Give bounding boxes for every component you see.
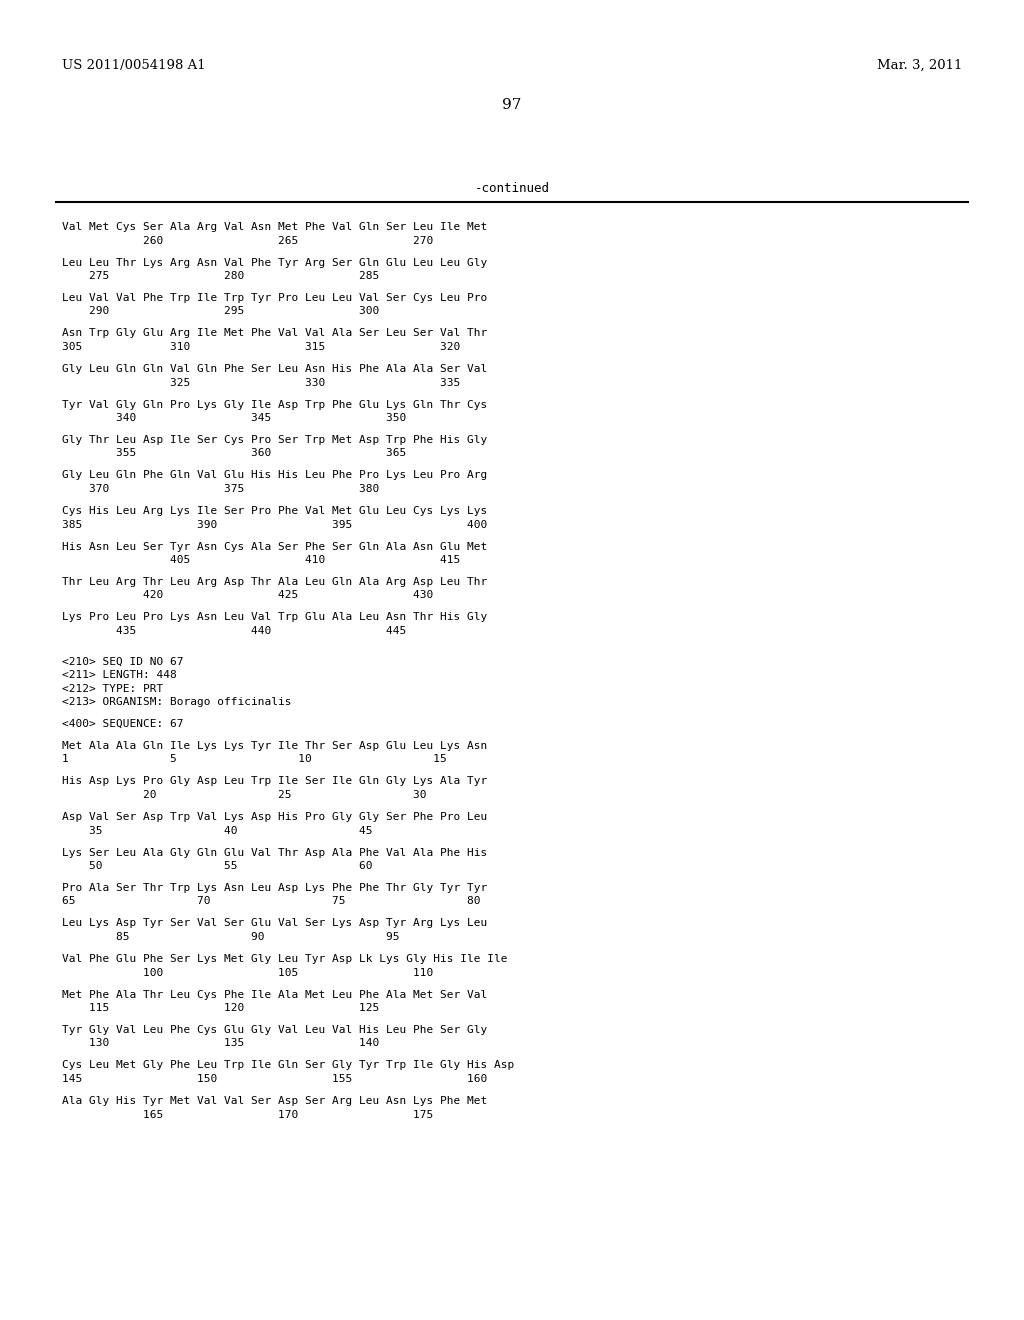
Text: Mar. 3, 2011: Mar. 3, 2011: [877, 58, 962, 71]
Text: His Asp Lys Pro Gly Asp Leu Trp Ile Ser Ile Gln Gly Lys Ala Tyr: His Asp Lys Pro Gly Asp Leu Trp Ile Ser …: [62, 776, 487, 787]
Text: Met Phe Ala Thr Leu Cys Phe Ile Ala Met Leu Phe Ala Met Ser Val: Met Phe Ala Thr Leu Cys Phe Ile Ala Met …: [62, 990, 487, 999]
Text: 405                 410                 415: 405 410 415: [62, 554, 460, 565]
Text: Leu Lys Asp Tyr Ser Val Ser Glu Val Ser Lys Asp Tyr Arg Lys Leu: Leu Lys Asp Tyr Ser Val Ser Glu Val Ser …: [62, 919, 487, 928]
Text: <212> TYPE: PRT: <212> TYPE: PRT: [62, 684, 163, 693]
Text: Gly Thr Leu Asp Ile Ser Cys Pro Ser Trp Met Asp Trp Phe His Gly: Gly Thr Leu Asp Ile Ser Cys Pro Ser Trp …: [62, 436, 487, 445]
Text: Ala Gly His Tyr Met Val Val Ser Asp Ser Arg Leu Asn Lys Phe Met: Ala Gly His Tyr Met Val Val Ser Asp Ser …: [62, 1096, 487, 1106]
Text: 290                 295                 300: 290 295 300: [62, 306, 379, 317]
Text: <211> LENGTH: 448: <211> LENGTH: 448: [62, 671, 177, 680]
Text: Asn Trp Gly Glu Arg Ile Met Phe Val Val Ala Ser Leu Ser Val Thr: Asn Trp Gly Glu Arg Ile Met Phe Val Val …: [62, 329, 487, 338]
Text: 435                 440                 445: 435 440 445: [62, 626, 407, 636]
Text: Thr Leu Arg Thr Leu Arg Asp Thr Ala Leu Gln Ala Arg Asp Leu Thr: Thr Leu Arg Thr Leu Arg Asp Thr Ala Leu …: [62, 577, 487, 587]
Text: 165                 170                 175: 165 170 175: [62, 1110, 433, 1119]
Text: 260                 265                 270: 260 265 270: [62, 235, 433, 246]
Text: 115                 120                 125: 115 120 125: [62, 1003, 379, 1012]
Text: 97: 97: [503, 98, 521, 112]
Text: 85                  90                  95: 85 90 95: [62, 932, 399, 942]
Text: -continued: -continued: [474, 181, 550, 194]
Text: 20                  25                  30: 20 25 30: [62, 789, 427, 800]
Text: <213> ORGANISM: Borago officinalis: <213> ORGANISM: Borago officinalis: [62, 697, 292, 708]
Text: 305             310                 315                 320: 305 310 315 320: [62, 342, 460, 352]
Text: Tyr Val Gly Gln Pro Lys Gly Ile Asp Trp Phe Glu Lys Gln Thr Cys: Tyr Val Gly Gln Pro Lys Gly Ile Asp Trp …: [62, 400, 487, 409]
Text: 145                 150                 155                 160: 145 150 155 160: [62, 1074, 487, 1084]
Text: Leu Val Val Phe Trp Ile Trp Tyr Pro Leu Leu Val Ser Cys Leu Pro: Leu Val Val Phe Trp Ile Trp Tyr Pro Leu …: [62, 293, 487, 304]
Text: Tyr Gly Val Leu Phe Cys Glu Gly Val Leu Val His Leu Phe Ser Gly: Tyr Gly Val Leu Phe Cys Glu Gly Val Leu …: [62, 1026, 487, 1035]
Text: 420                 425                 430: 420 425 430: [62, 590, 433, 601]
Text: 340                 345                 350: 340 345 350: [62, 413, 407, 422]
Text: <210> SEQ ID NO 67: <210> SEQ ID NO 67: [62, 656, 183, 667]
Text: 370                 375                 380: 370 375 380: [62, 484, 379, 494]
Text: 355                 360                 365: 355 360 365: [62, 449, 407, 458]
Text: 50                  55                  60: 50 55 60: [62, 861, 373, 871]
Text: Cys His Leu Arg Lys Ile Ser Pro Phe Val Met Glu Leu Cys Lys Lys: Cys His Leu Arg Lys Ile Ser Pro Phe Val …: [62, 506, 487, 516]
Text: Gly Leu Gln Phe Gln Val Glu His His Leu Phe Pro Lys Leu Pro Arg: Gly Leu Gln Phe Gln Val Glu His His Leu …: [62, 470, 487, 480]
Text: Met Ala Ala Gln Ile Lys Lys Tyr Ile Thr Ser Asp Glu Leu Lys Asn: Met Ala Ala Gln Ile Lys Lys Tyr Ile Thr …: [62, 741, 487, 751]
Text: US 2011/0054198 A1: US 2011/0054198 A1: [62, 58, 206, 71]
Text: Leu Leu Thr Lys Arg Asn Val Phe Tyr Arg Ser Gln Glu Leu Leu Gly: Leu Leu Thr Lys Arg Asn Val Phe Tyr Arg …: [62, 257, 487, 268]
Text: 325                 330                 335: 325 330 335: [62, 378, 460, 388]
Text: 35                  40                  45: 35 40 45: [62, 825, 373, 836]
Text: Val Phe Glu Phe Ser Lys Met Gly Leu Tyr Asp Lk Lys Gly His Ile Ile: Val Phe Glu Phe Ser Lys Met Gly Leu Tyr …: [62, 954, 508, 964]
Text: His Asn Leu Ser Tyr Asn Cys Ala Ser Phe Ser Gln Ala Asn Glu Met: His Asn Leu Ser Tyr Asn Cys Ala Ser Phe …: [62, 541, 487, 552]
Text: 100                 105                 110: 100 105 110: [62, 968, 433, 978]
Text: Cys Leu Met Gly Phe Leu Trp Ile Gln Ser Gly Tyr Trp Ile Gly His Asp: Cys Leu Met Gly Phe Leu Trp Ile Gln Ser …: [62, 1060, 514, 1071]
Text: 65                  70                  75                  80: 65 70 75 80: [62, 896, 480, 907]
Text: Asp Val Ser Asp Trp Val Lys Asp His Pro Gly Gly Ser Phe Pro Leu: Asp Val Ser Asp Trp Val Lys Asp His Pro …: [62, 812, 487, 822]
Text: 1               5                  10                  15: 1 5 10 15: [62, 755, 446, 764]
Text: 385                 390                 395                 400: 385 390 395 400: [62, 520, 487, 529]
Text: Lys Ser Leu Ala Gly Gln Glu Val Thr Asp Ala Phe Val Ala Phe His: Lys Ser Leu Ala Gly Gln Glu Val Thr Asp …: [62, 847, 487, 858]
Text: <400> SEQUENCE: 67: <400> SEQUENCE: 67: [62, 719, 183, 729]
Text: 275                 280                 285: 275 280 285: [62, 271, 379, 281]
Text: Val Met Cys Ser Ala Arg Val Asn Met Phe Val Gln Ser Leu Ile Met: Val Met Cys Ser Ala Arg Val Asn Met Phe …: [62, 222, 487, 232]
Text: Pro Ala Ser Thr Trp Lys Asn Leu Asp Lys Phe Phe Thr Gly Tyr Tyr: Pro Ala Ser Thr Trp Lys Asn Leu Asp Lys …: [62, 883, 487, 894]
Text: Lys Pro Leu Pro Lys Asn Leu Val Trp Glu Ala Leu Asn Thr His Gly: Lys Pro Leu Pro Lys Asn Leu Val Trp Glu …: [62, 612, 487, 623]
Text: 130                 135                 140: 130 135 140: [62, 1039, 379, 1048]
Text: Gly Leu Gln Gln Val Gln Phe Ser Leu Asn His Phe Ala Ala Ser Val: Gly Leu Gln Gln Val Gln Phe Ser Leu Asn …: [62, 364, 487, 374]
